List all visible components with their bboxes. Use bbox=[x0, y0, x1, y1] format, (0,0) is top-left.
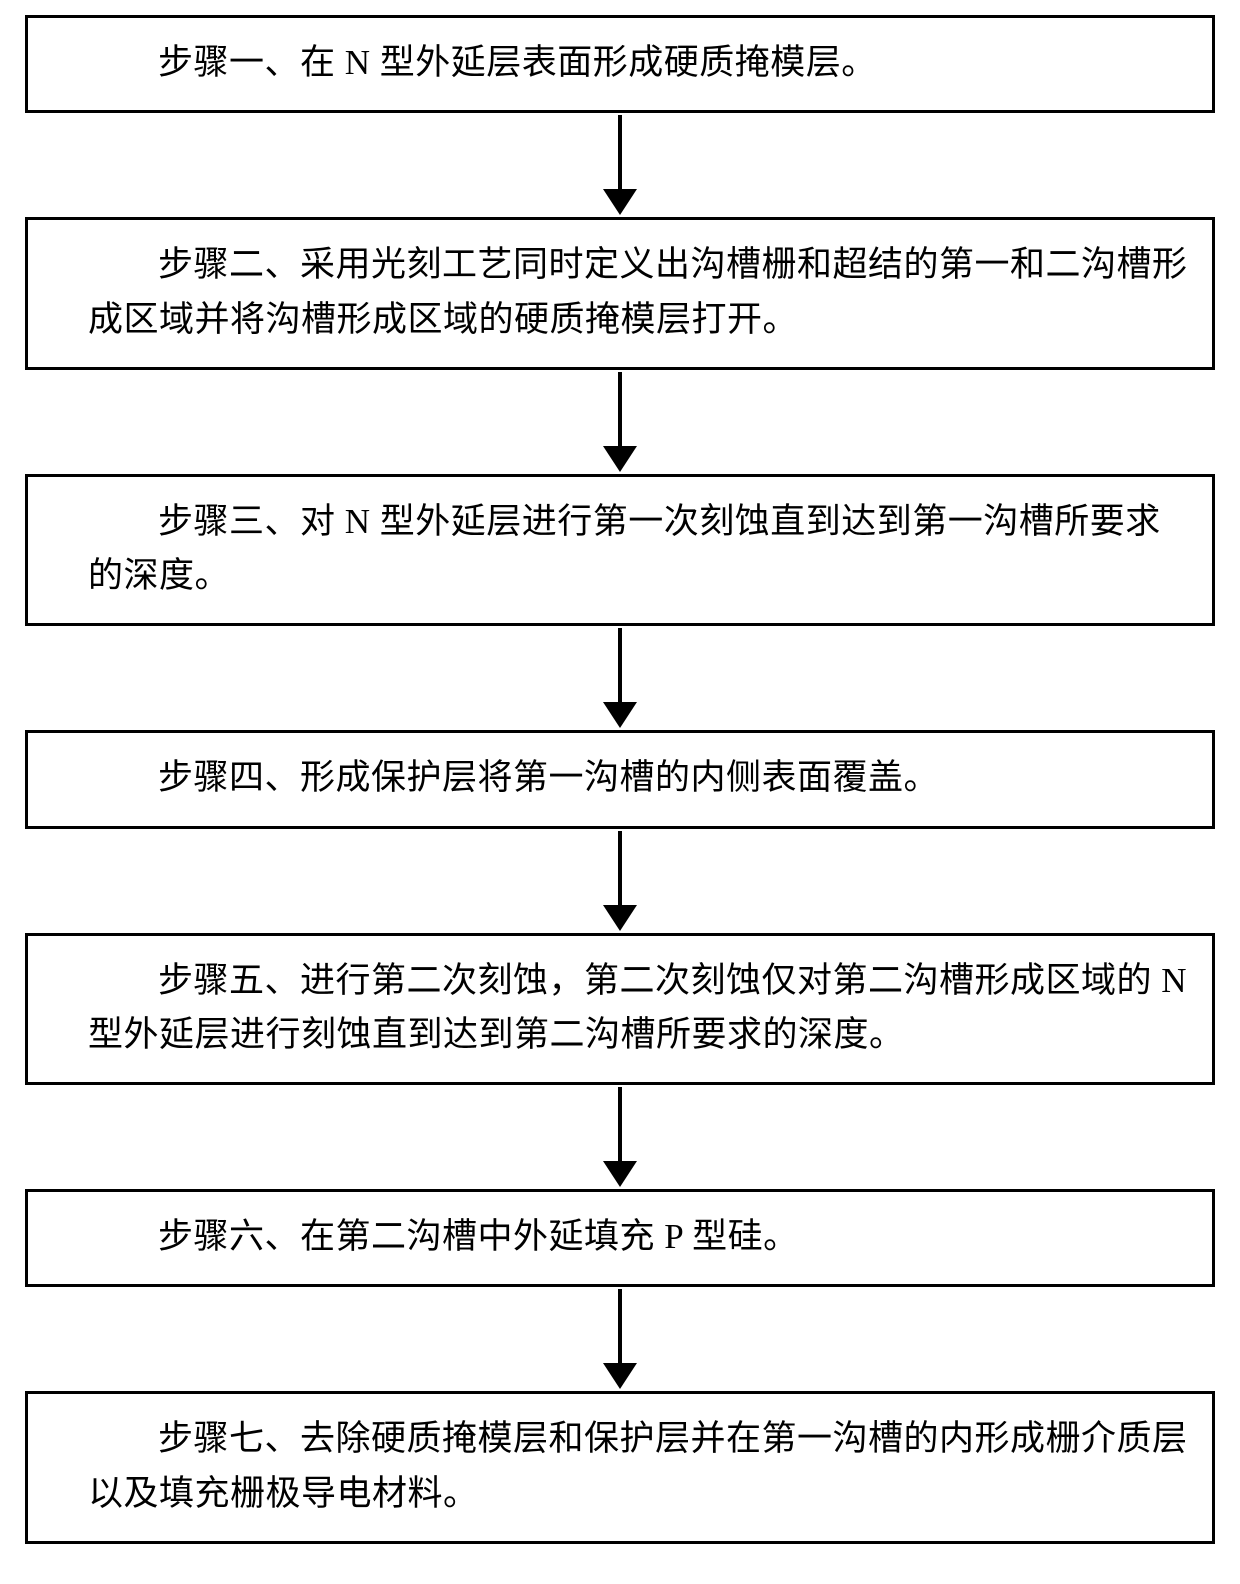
step-box-6: 步骤六、在第二沟槽中外延填充 P 型硅。 bbox=[25, 1189, 1215, 1287]
flow-arrow bbox=[596, 628, 644, 728]
flow-arrow bbox=[596, 1289, 644, 1389]
step-box-1: 步骤一、在 N 型外延层表面形成硬质掩模层。 bbox=[25, 15, 1215, 113]
flowchart-container: 步骤一、在 N 型外延层表面形成硬质掩模层。步骤二、采用光刻工艺同时定义出沟槽栅… bbox=[0, 0, 1240, 1584]
step-box-2: 步骤二、采用光刻工艺同时定义出沟槽栅和超结的第一和二沟槽形成区域并将沟槽形成区域… bbox=[25, 217, 1215, 370]
flow-arrow bbox=[596, 831, 644, 931]
flow-arrow bbox=[596, 115, 644, 215]
flow-arrow bbox=[596, 372, 644, 472]
step-box-5: 步骤五、进行第二次刻蚀，第二次刻蚀仅对第二沟槽形成区域的 N 型外延层进行刻蚀直… bbox=[25, 933, 1215, 1086]
step-box-3: 步骤三、对 N 型外延层进行第一次刻蚀直到达到第一沟槽所要求的深度。 bbox=[25, 474, 1215, 627]
step-box-4: 步骤四、形成保护层将第一沟槽的内侧表面覆盖。 bbox=[25, 730, 1215, 828]
step-box-7: 步骤七、去除硬质掩模层和保护层并在第一沟槽的内形成栅介质层以及填充栅极导电材料。 bbox=[25, 1391, 1215, 1544]
flow-arrow bbox=[596, 1087, 644, 1187]
